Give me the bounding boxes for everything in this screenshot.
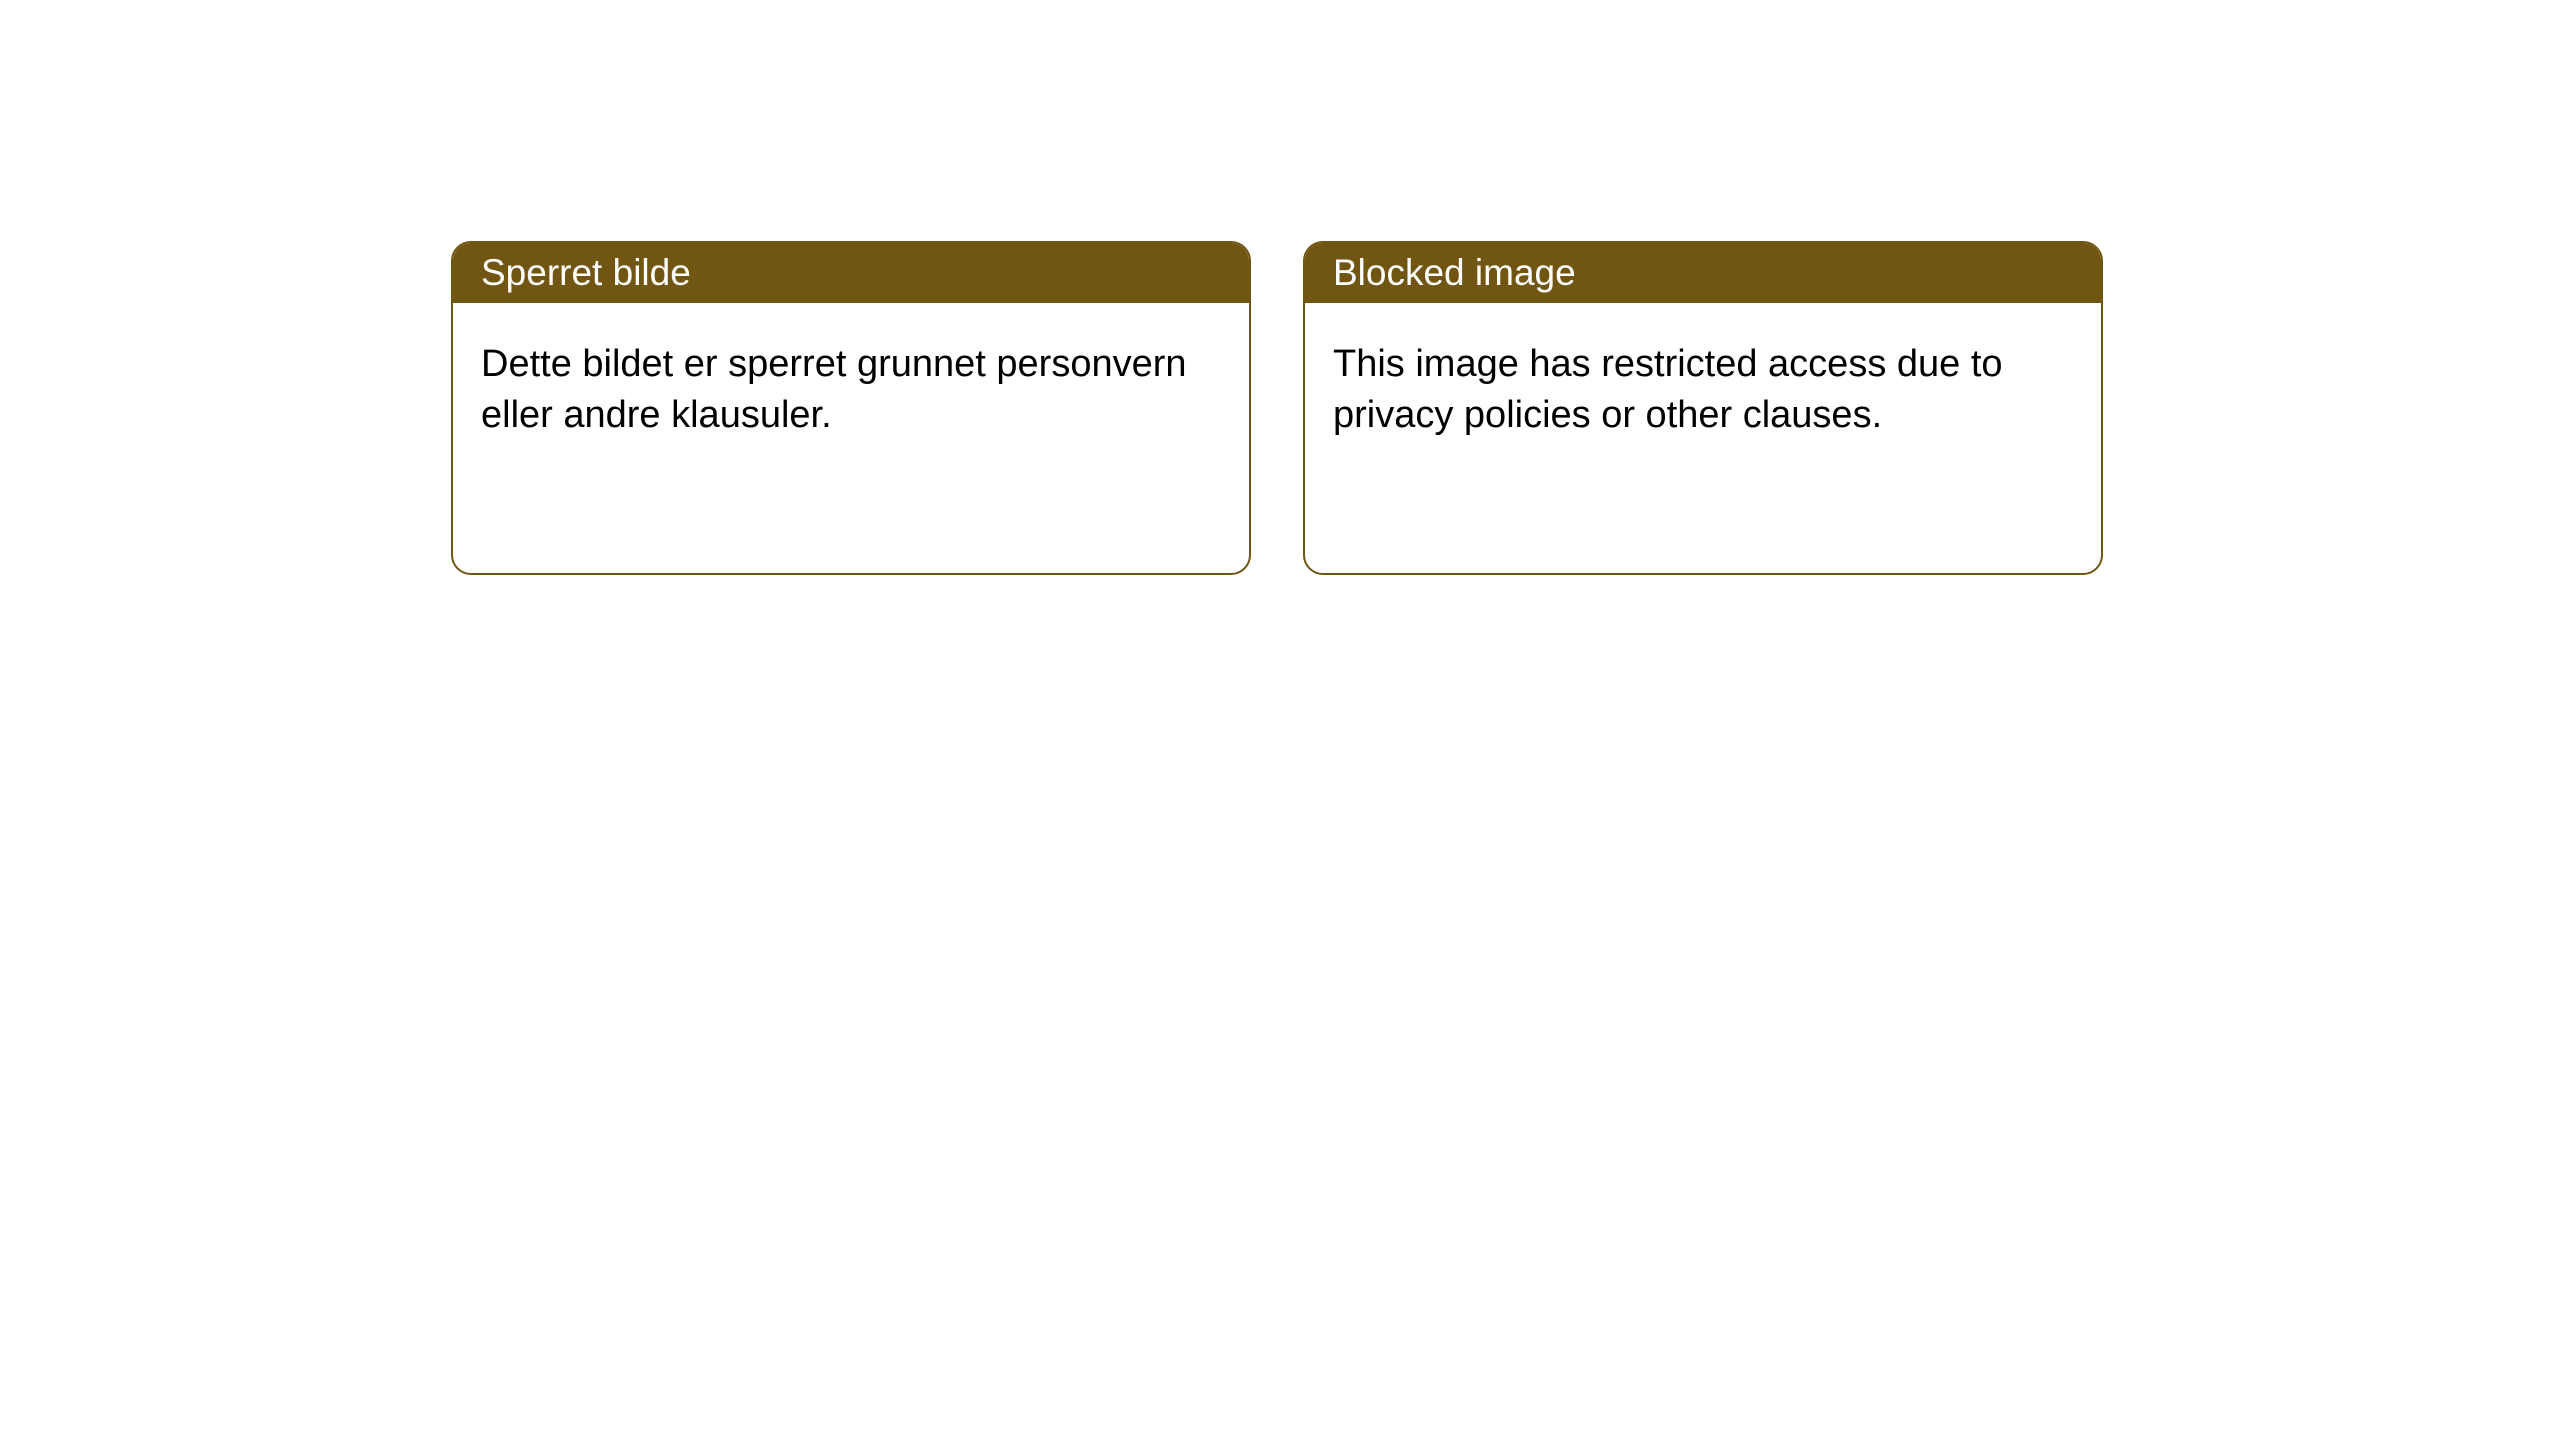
card-body: Dette bildet er sperret grunnet personve… <box>453 303 1249 478</box>
notice-card-english: Blocked image This image has restricted … <box>1303 241 2103 575</box>
card-body-text: Dette bildet er sperret grunnet personve… <box>481 343 1187 436</box>
card-body-text: This image has restricted access due to … <box>1333 343 2003 436</box>
card-header-text: Blocked image <box>1333 252 1576 294</box>
card-body: This image has restricted access due to … <box>1305 303 2101 478</box>
card-header-text: Sperret bilde <box>481 252 691 294</box>
card-header: Blocked image <box>1305 243 2101 303</box>
card-header: Sperret bilde <box>453 243 1249 303</box>
notice-container: Sperret bilde Dette bildet er sperret gr… <box>0 0 2560 575</box>
notice-card-norwegian: Sperret bilde Dette bildet er sperret gr… <box>451 241 1251 575</box>
